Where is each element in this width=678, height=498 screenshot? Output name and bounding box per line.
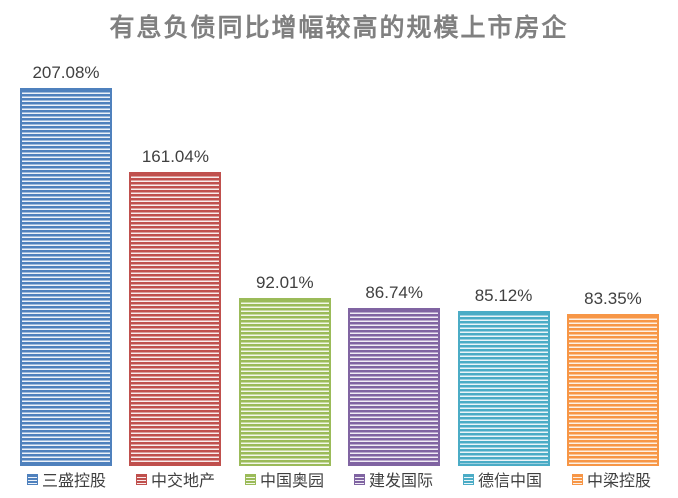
bar xyxy=(348,307,441,466)
legend-item-zhongliang: 中梁控股 xyxy=(572,467,651,491)
bar-value-label: 161.04% xyxy=(141,147,209,166)
legend-label: 中交地产 xyxy=(150,473,215,490)
bar xyxy=(20,88,112,466)
legend-label: 建发国际 xyxy=(369,473,434,490)
bar-value-label: 207.08% xyxy=(32,63,100,82)
bar-group-zhongjiao: 161.04% xyxy=(129,147,222,466)
bar-value-label: 83.35% xyxy=(584,288,642,308)
bar-value-label: 85.12% xyxy=(474,285,533,305)
legend-label: 德信中国 xyxy=(478,473,543,490)
legend: 三盛控股 中交地产 中国奥园 建发国际 德信中国 中梁控股 xyxy=(0,467,678,491)
legend-marker-icon xyxy=(463,473,475,485)
legend-item-aoyuan: 中国奥园 xyxy=(244,467,324,491)
bar xyxy=(457,310,550,466)
legend-marker-icon xyxy=(354,473,365,485)
bar-group-zhongliang: 83.35% xyxy=(566,288,659,466)
legend-item-jianfa: 建发国际 xyxy=(354,467,433,491)
bar-group-dexin: 85.12% xyxy=(457,285,550,466)
legend-item-dexin: 德信中国 xyxy=(463,467,542,491)
bar-value-label: 92.01% xyxy=(255,273,314,292)
bar-value-label: 86.74% xyxy=(365,282,423,302)
chart-title: 有息负债同比增幅较高的规模上市房企 xyxy=(109,15,569,42)
bar xyxy=(566,313,659,466)
bar-group-sansheng: 207.08% xyxy=(20,63,112,466)
bar-group-aoyuan: 92.01% xyxy=(238,273,331,466)
legend-label: 三盛控股 xyxy=(41,473,106,490)
legend-marker-icon xyxy=(572,473,584,485)
bar xyxy=(238,298,331,466)
legend-marker-icon xyxy=(244,473,256,485)
legend-label: 中国奥园 xyxy=(259,473,324,490)
legend-item-zhongjiao: 中交地产 xyxy=(135,467,215,491)
legend-marker-icon xyxy=(26,473,38,485)
bar xyxy=(129,172,222,466)
legend-label: 中梁控股 xyxy=(587,473,652,490)
plot-area: 207.08% 161.04% 92.01% 86.74% 85.12% 83.… xyxy=(20,48,659,466)
legend-marker-icon xyxy=(135,473,147,485)
bar-group-jianfa: 86.74% xyxy=(348,282,441,466)
legend-item-sansheng: 三盛控股 xyxy=(26,467,106,491)
